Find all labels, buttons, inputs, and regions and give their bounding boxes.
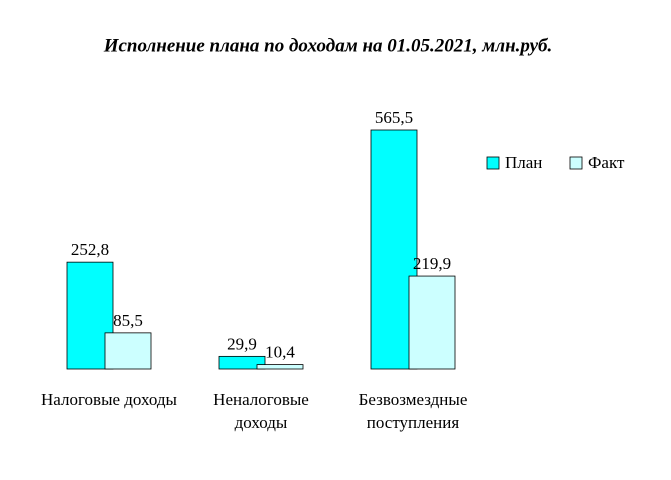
value-label: 85,5: [113, 311, 143, 330]
legend-label: Факт: [588, 153, 625, 172]
bar: [218, 355, 266, 370]
value-label: 10,4: [265, 343, 295, 362]
bar: [104, 332, 152, 370]
legend-swatch: [486, 156, 500, 170]
value-label: 252,8: [71, 240, 109, 259]
chart-title: Исполнение плана по доходам на 01.05.202…: [103, 35, 553, 56]
x-tick-label: Безвозмездные поступления: [358, 390, 468, 432]
bar: [256, 364, 304, 370]
x-tick-label: Налоговые доходы: [41, 390, 177, 409]
value-label: 29,9: [227, 334, 257, 353]
legend-swatch: [569, 156, 583, 170]
x-tick-label: Неналоговые доходы: [213, 390, 309, 432]
value-label: 565,5: [375, 108, 413, 127]
value-label: 219,9: [413, 254, 451, 273]
legend-label: План: [505, 153, 542, 172]
bar: [408, 275, 456, 370]
